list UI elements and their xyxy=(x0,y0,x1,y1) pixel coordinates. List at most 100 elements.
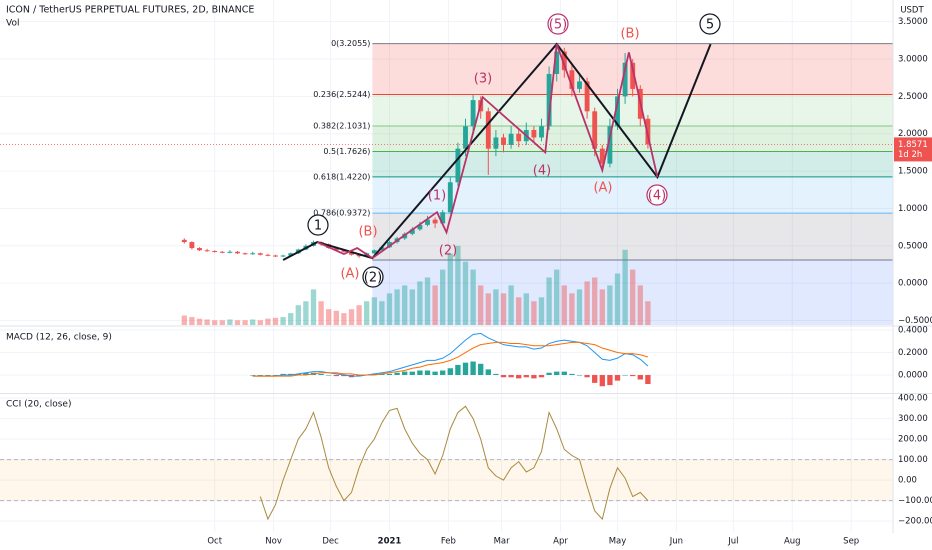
x-tick-label: Oct xyxy=(207,537,222,547)
macd-histogram-bar xyxy=(288,373,294,376)
candle-body xyxy=(273,255,278,257)
candle-body xyxy=(615,96,620,127)
candle-body xyxy=(356,254,362,257)
candle-body xyxy=(516,133,522,142)
macd-histogram-bar xyxy=(470,361,476,376)
macd-histogram-bar xyxy=(371,373,377,376)
candle-body xyxy=(417,224,423,230)
wave-label: (2) xyxy=(364,271,382,286)
volume-bar xyxy=(561,285,567,325)
candle-body xyxy=(630,62,636,89)
macd-histogram-bar xyxy=(257,375,263,376)
macd-title: MACD (12, 26, close, 9) xyxy=(6,333,112,343)
y-tick-label: 100.00 xyxy=(898,455,928,465)
volume-bar xyxy=(622,249,628,325)
macd-histogram-bar xyxy=(409,371,415,376)
macd-histogram-bar xyxy=(630,375,636,377)
macd-histogram-bar xyxy=(265,375,271,376)
volume-bar xyxy=(614,273,621,325)
wave-label: (A) xyxy=(593,181,612,196)
cci-line xyxy=(259,405,649,521)
macd-histogram-bar xyxy=(250,375,256,376)
wave-label: (A) xyxy=(340,267,359,282)
candle-body xyxy=(250,253,256,255)
macd-histogram-bar xyxy=(379,373,385,376)
macd-histogram-bar xyxy=(424,370,431,376)
macd-histogram-bar xyxy=(523,375,529,378)
candle-body xyxy=(455,148,461,183)
volume-bar xyxy=(462,261,469,325)
volume-bar xyxy=(310,289,317,325)
cci-band xyxy=(0,459,893,501)
wave-label: 5 xyxy=(706,18,714,33)
volume-bar xyxy=(379,301,385,325)
fib-label: 0.236(2.5244) xyxy=(313,90,370,99)
volume-bar xyxy=(272,317,279,325)
candle-body xyxy=(197,248,202,251)
volume-bar xyxy=(508,285,514,325)
volume-bar xyxy=(478,285,484,325)
volume-bar xyxy=(576,289,583,325)
volume-bar xyxy=(234,320,241,325)
macd-histogram-bar xyxy=(356,375,362,377)
wave-label: 1 xyxy=(314,219,322,234)
volume-bar xyxy=(303,301,309,325)
candle-body xyxy=(242,253,248,255)
volume-bar xyxy=(257,320,263,325)
macd-histogram-bar xyxy=(333,375,339,377)
y-tick-label: 0.00 xyxy=(898,476,917,486)
x-tick-label: Aug xyxy=(784,537,801,547)
y-tick-label: 0.5000 xyxy=(898,241,928,251)
macd-histogram-bar xyxy=(538,375,545,378)
macd-histogram-bar xyxy=(493,373,499,376)
macd-histogram-bar xyxy=(462,362,469,376)
macd-histogram-bar xyxy=(561,371,567,376)
candle-body xyxy=(212,251,218,253)
macd-histogram-bar xyxy=(303,372,309,376)
macd-histogram-bar xyxy=(402,371,408,376)
volume-bar xyxy=(356,305,362,325)
volume-bar xyxy=(280,317,286,325)
volume-bar xyxy=(371,297,377,325)
volume-bar xyxy=(455,245,461,325)
macd-line xyxy=(252,341,649,377)
macd-histogram-bar xyxy=(607,375,613,386)
volume-bar xyxy=(295,305,301,325)
macd-histogram-bar xyxy=(576,375,583,376)
macd-histogram-bar xyxy=(280,373,286,376)
candle-body xyxy=(333,248,339,251)
wave-label: (2) xyxy=(439,244,457,259)
macd-histogram-bar xyxy=(326,375,332,376)
macd-histogram-bar xyxy=(569,373,575,376)
volume-bar xyxy=(250,319,256,325)
wave-line xyxy=(316,241,373,259)
wave-label: (3) xyxy=(474,72,492,87)
candle-body xyxy=(387,242,392,248)
candle-body xyxy=(425,219,430,225)
wave-circle xyxy=(362,266,384,288)
candle-body xyxy=(622,62,628,97)
macd-histogram-bar xyxy=(500,375,507,378)
x-tick-label: Jul xyxy=(727,537,738,547)
y-tick-label: 400.00 xyxy=(898,394,928,404)
volume-bar xyxy=(569,293,575,325)
volume-bar xyxy=(630,269,636,325)
macd-histogram-bar xyxy=(318,373,324,376)
macd-histogram-bar xyxy=(455,364,461,376)
y-tick-label: 0.2000 xyxy=(898,348,928,358)
wave-label: (4) xyxy=(533,164,551,179)
candle-body xyxy=(584,81,590,112)
wave-label: (B) xyxy=(620,27,639,42)
candle-body xyxy=(493,137,499,149)
fib-label: 0.618(1.4220) xyxy=(313,172,370,181)
fib-label: 0.786(0.9372) xyxy=(313,209,370,218)
volume-bar xyxy=(409,289,415,325)
volume-bar xyxy=(196,318,203,325)
candle-body xyxy=(599,148,605,164)
volume-bar xyxy=(531,301,537,325)
wave-line xyxy=(371,43,558,259)
candle-body xyxy=(189,242,195,249)
candle-body xyxy=(181,239,187,243)
fib-band xyxy=(372,126,893,152)
y-tick-label: 2.0000 xyxy=(898,129,928,139)
